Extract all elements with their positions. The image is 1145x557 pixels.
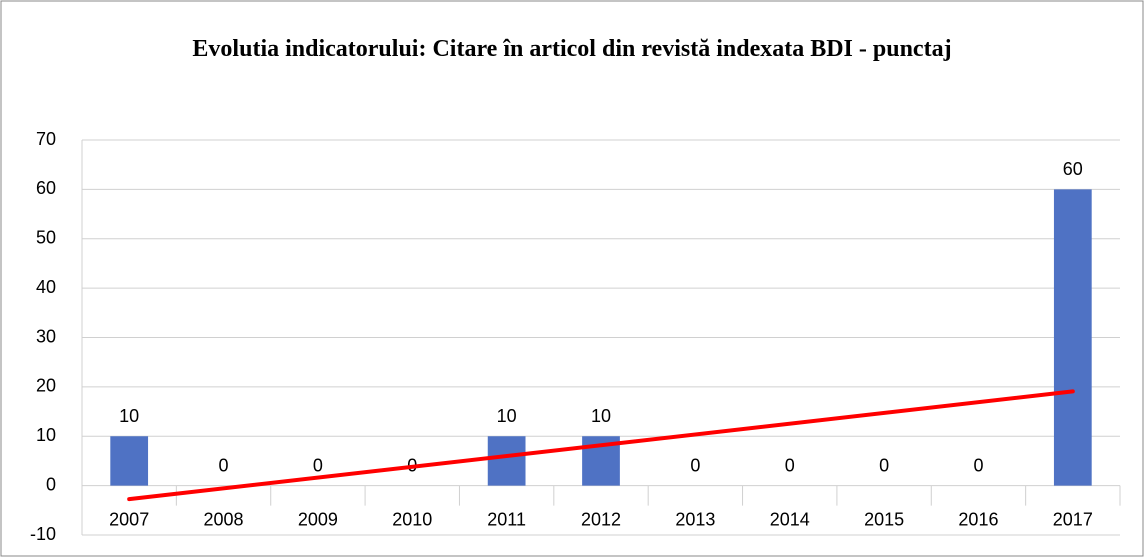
data-label: 0: [973, 455, 983, 475]
chart-title: Evolutia indicatorului: Citare în artico…: [192, 36, 952, 62]
data-label: 0: [313, 455, 323, 475]
data-label: 10: [591, 406, 611, 426]
x-tick-label: 2013: [675, 509, 715, 529]
y-tick-label: -10: [30, 524, 56, 544]
x-tick-label: 2014: [770, 509, 810, 529]
x-tick-label: 2016: [958, 509, 998, 529]
x-tick-label: 2007: [109, 509, 149, 529]
data-label: 10: [497, 406, 517, 426]
y-tick-label: 40: [36, 277, 56, 297]
bar: [110, 436, 149, 486]
y-tick-label: 60: [36, 178, 56, 198]
y-tick-label: 0: [46, 474, 56, 494]
y-tick-label: 30: [36, 326, 56, 346]
x-tick-label: 2008: [204, 509, 244, 529]
x-tick-label: 2017: [1053, 509, 1093, 529]
bar: [1053, 189, 1092, 486]
data-label: 0: [785, 455, 795, 475]
x-tick-label: 2010: [392, 509, 432, 529]
trendline: [127, 389, 1075, 502]
x-tick-label: 2011: [487, 509, 526, 529]
y-tick-label: 20: [36, 376, 56, 396]
data-label: 0: [879, 455, 889, 475]
x-tick-label: 2015: [864, 509, 904, 529]
data-label: 0: [690, 455, 700, 475]
x-tick-label: 2009: [298, 509, 338, 529]
data-label: 60: [1063, 159, 1083, 179]
y-tick-label: 10: [36, 425, 56, 445]
data-label: 10: [119, 406, 139, 426]
y-tick-label: 70: [36, 129, 56, 149]
bar: [487, 436, 526, 486]
data-label: 0: [219, 455, 229, 475]
x-tick-label: 2012: [581, 509, 621, 529]
y-tick-label: 50: [36, 228, 56, 248]
